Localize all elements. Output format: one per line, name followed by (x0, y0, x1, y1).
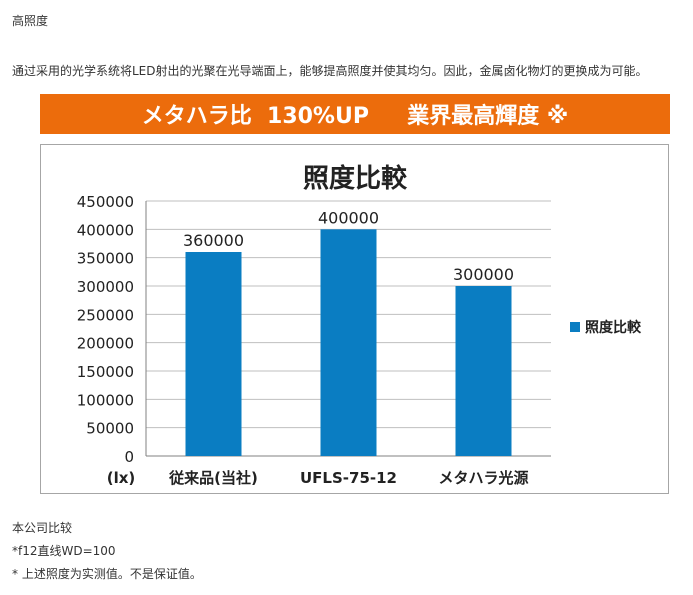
x-tick-label: 従来品(当社) (168, 469, 258, 487)
data-label: 300000 (453, 265, 514, 284)
legend-swatch (570, 322, 580, 332)
legend-label: 照度比較 (585, 319, 642, 336)
y-tick-label: 250000 (77, 306, 134, 324)
y-tick-label: 200000 (77, 335, 134, 353)
y-tick-label: 350000 (77, 250, 134, 268)
bar (455, 286, 512, 456)
y-tick-label: 150000 (77, 363, 134, 381)
illuminance-chart: 照度比較 0 50000 100000 150000 200000 250000 300000… (40, 144, 669, 494)
y-tick-label: 400000 (77, 221, 134, 239)
intro-text: 通过采用的光学系统将LED射出的光聚在光导端面上，能够提高照度并使其均匀。因此，… (12, 64, 648, 78)
note-comparison: 本公司比较 (12, 521, 73, 535)
data-label: 360000 (183, 231, 244, 250)
section-heading: 高照度 (12, 14, 49, 28)
data-label: 400000 (318, 208, 379, 227)
unit-label: (lx) (107, 469, 136, 487)
bar (320, 229, 377, 456)
chart-title: 照度比較 (303, 163, 408, 194)
note-condition: *f12直线WD=100 (12, 544, 116, 558)
chart-svg: 照度比較 0 50000 100000 150000 200000 250000 300000… (77, 163, 642, 487)
y-tick-label: 450000 (77, 193, 134, 211)
x-tick-label: メタハラ光源 (438, 469, 528, 487)
note-disclaimer: * 上述照度为实测值。不是保证值。 (12, 567, 202, 581)
y-tick-label: 0 (124, 448, 134, 466)
y-tick-label: 100000 (77, 391, 134, 409)
promo-banner: メタハラ比 130%UP 業界最高輝度 ※ (40, 94, 670, 134)
x-tick-label: UFLS-75-12 (300, 469, 397, 487)
y-tick-label: 300000 (77, 278, 134, 296)
bar (185, 252, 242, 456)
y-tick-label: 50000 (86, 420, 134, 438)
